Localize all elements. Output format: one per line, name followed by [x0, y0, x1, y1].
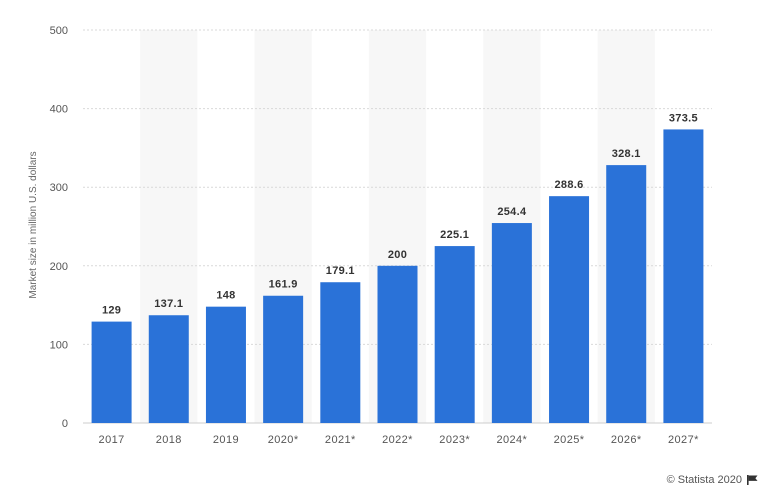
y-tick-label: 400: [50, 104, 68, 116]
x-tick-label: 2025*: [554, 434, 585, 446]
data-label: 200: [388, 249, 407, 261]
bar[interactable]: [205, 306, 246, 423]
data-label: 129: [102, 305, 121, 317]
bar[interactable]: [663, 129, 704, 423]
x-tick-label: 2023*: [439, 434, 470, 446]
x-tick-label: 2020*: [268, 434, 299, 446]
x-tick-label: 2027*: [668, 434, 699, 446]
data-label: 137.1: [154, 298, 183, 310]
bar[interactable]: [491, 223, 532, 423]
bar[interactable]: [263, 295, 304, 423]
bar[interactable]: [549, 196, 590, 423]
bar[interactable]: [606, 165, 647, 423]
bar[interactable]: [91, 321, 132, 423]
data-label: 161.9: [269, 279, 298, 291]
y-tick-label: 100: [50, 339, 68, 351]
x-tick-label: 2022*: [382, 434, 413, 446]
y-tick-label: 500: [50, 25, 68, 37]
credit-text: © Statista 2020: [666, 474, 742, 486]
data-labels: 129 137.1 148 161.9 179.1 200 225.1 254.4 288.6 3…: [102, 112, 698, 316]
statista-credit[interactable]: © Statista 2020: [667, 474, 758, 486]
x-tick-label: 2017: [99, 434, 125, 446]
x-tick-label: 2024*: [496, 434, 527, 446]
data-label: 148: [216, 290, 235, 302]
bar[interactable]: [148, 315, 189, 423]
bar[interactable]: [434, 246, 475, 423]
x-tick-label: 2018: [156, 434, 182, 446]
data-label: 328.1: [612, 148, 641, 160]
data-label: 373.5: [669, 112, 698, 124]
data-label: 225.1: [440, 229, 469, 241]
bars: [91, 129, 704, 423]
x-tick-label: 2026*: [611, 434, 642, 446]
y-axis-ticks: 0 100 200 300 400 500: [50, 25, 68, 430]
data-label: 254.4: [497, 206, 527, 218]
y-axis-label: Market size in million U.S. dollars: [28, 151, 39, 298]
x-tick-label: 2021*: [325, 434, 356, 446]
data-label: 288.6: [555, 179, 584, 191]
y-tick-label: 0: [62, 418, 68, 430]
x-tick-label: 2019: [213, 434, 239, 446]
data-label: 179.1: [326, 265, 355, 277]
y-tick-label: 300: [50, 182, 68, 194]
bar[interactable]: [320, 282, 361, 423]
y-tick-label: 200: [50, 261, 68, 273]
flag-icon: [747, 475, 758, 485]
bar[interactable]: [377, 265, 418, 423]
x-axis-categories: 2017 2018 2019 2020* 2021* 2022* 2023* 2024* 202…: [99, 434, 699, 446]
